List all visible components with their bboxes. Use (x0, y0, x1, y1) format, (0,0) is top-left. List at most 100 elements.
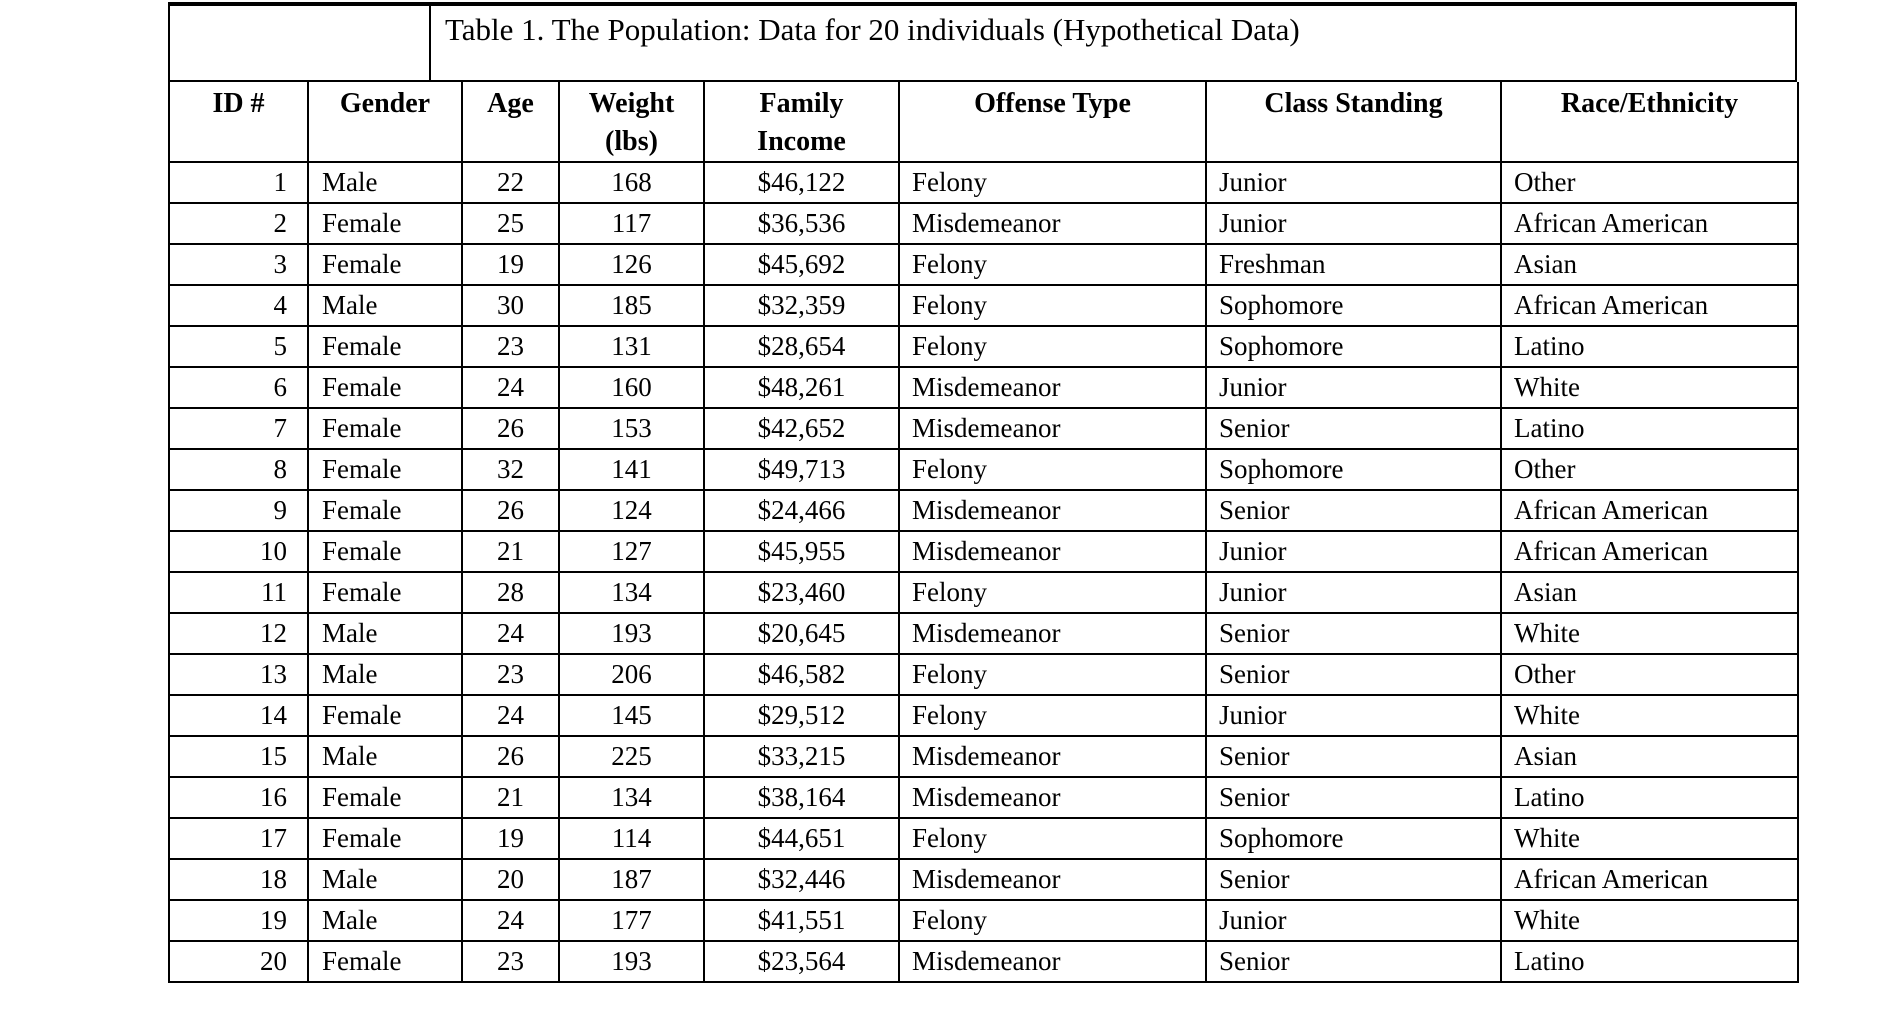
cell-weight: 153 (558, 407, 705, 450)
cell-age: 28 (461, 571, 560, 614)
cell-gender: Female (307, 448, 463, 491)
cell-gender: Male (307, 284, 463, 327)
cell-offense: Felony (898, 899, 1207, 942)
cell-class: Junior (1205, 161, 1502, 204)
cell-gender: Male (307, 899, 463, 942)
cell-gender: Male (307, 161, 463, 204)
cell-income: $29,512 (703, 694, 900, 737)
cell-gender: Male (307, 858, 463, 901)
table-title-row: Table 1. The Population: Data for 20 ind… (168, 2, 1797, 82)
cell-weight: 225 (558, 735, 705, 778)
cell-race: African American (1500, 489, 1799, 532)
cell-offense: Misdemeanor (898, 940, 1207, 983)
cell-offense: Misdemeanor (898, 735, 1207, 778)
cell-offense: Felony (898, 161, 1207, 204)
cell-age: 20 (461, 858, 560, 901)
cell-age: 30 (461, 284, 560, 327)
cell-class: Senior (1205, 612, 1502, 655)
cell-gender: Female (307, 530, 463, 573)
cell-weight: 145 (558, 694, 705, 737)
cell-gender: Female (307, 694, 463, 737)
cell-income: $49,713 (703, 448, 900, 491)
cell-id: 7 (168, 407, 309, 450)
cell-class: Junior (1205, 202, 1502, 245)
cell-age: 24 (461, 366, 560, 409)
cell-age: 22 (461, 161, 560, 204)
cell-race: African American (1500, 202, 1799, 245)
cell-race: Latino (1500, 776, 1799, 819)
cell-gender: Male (307, 612, 463, 655)
cell-id: 19 (168, 899, 309, 942)
header-id: ID # (168, 82, 309, 163)
cell-offense: Felony (898, 243, 1207, 286)
cell-id: 5 (168, 325, 309, 368)
cell-income: $23,460 (703, 571, 900, 614)
cell-weight: 187 (558, 858, 705, 901)
cell-weight: 134 (558, 571, 705, 614)
cell-offense: Misdemeanor (898, 366, 1207, 409)
cell-class: Senior (1205, 653, 1502, 696)
cell-offense: Felony (898, 284, 1207, 327)
table-row: 8 Female 32 141 $49,713 Felony Sophomore Other (168, 448, 1799, 491)
table-title: Table 1. The Population: Data for 20 ind… (445, 12, 1300, 47)
cell-income: $36,536 (703, 202, 900, 245)
cell-id: 11 (168, 571, 309, 614)
cell-weight: 177 (558, 899, 705, 942)
cell-id: 2 (168, 202, 309, 245)
cell-id: 14 (168, 694, 309, 737)
table-row: 14 Female 24 145 $29,512 Felony Junior White (168, 694, 1799, 737)
table-row: 5 Female 23 131 $28,654 Felony Sophomore Latino (168, 325, 1799, 368)
cell-class: Junior (1205, 571, 1502, 614)
cell-id: 18 (168, 858, 309, 901)
header-income: Family Income (703, 82, 900, 163)
table-row: 17 Female 19 114 $44,651 Felony Sophomore White (168, 817, 1799, 860)
cell-race: Asian (1500, 735, 1799, 778)
header-class: Class Standing (1205, 82, 1502, 163)
cell-offense: Felony (898, 448, 1207, 491)
table-row: 9 Female 26 124 $24,466 Misdemeanor Senior Afri… (168, 489, 1799, 532)
table-row: 15 Male 26 225 $33,215 Misdemeanor Senior Asian (168, 735, 1799, 778)
cell-class: Senior (1205, 776, 1502, 819)
cell-offense: Misdemeanor (898, 858, 1207, 901)
cell-gender: Female (307, 366, 463, 409)
cell-income: $32,446 (703, 858, 900, 901)
cell-id: 9 (168, 489, 309, 532)
table-row: 4 Male 30 185 $32,359 Felony Sophomore African … (168, 284, 1799, 327)
cell-offense: Misdemeanor (898, 530, 1207, 573)
cell-id: 10 (168, 530, 309, 573)
cell-weight: 193 (558, 612, 705, 655)
cell-offense: Felony (898, 325, 1207, 368)
cell-class: Sophomore (1205, 325, 1502, 368)
cell-class: Senior (1205, 407, 1502, 450)
cell-weight: 131 (558, 325, 705, 368)
cell-weight: 127 (558, 530, 705, 573)
cell-gender: Male (307, 653, 463, 696)
cell-offense: Felony (898, 571, 1207, 614)
table-row: 13 Male 23 206 $46,582 Felony Senior Other (168, 653, 1799, 696)
cell-gender: Female (307, 325, 463, 368)
cell-offense: Felony (898, 817, 1207, 860)
cell-gender: Female (307, 202, 463, 245)
cell-race: White (1500, 694, 1799, 737)
cell-gender: Female (307, 571, 463, 614)
cell-class: Sophomore (1205, 817, 1502, 860)
cell-class: Junior (1205, 899, 1502, 942)
cell-class: Sophomore (1205, 284, 1502, 327)
header-row: ID # Gender Age Weight (lbs) Family Inco… (168, 82, 1799, 163)
cell-gender: Female (307, 776, 463, 819)
cell-weight: 141 (558, 448, 705, 491)
cell-id: 1 (168, 161, 309, 204)
cell-offense: Misdemeanor (898, 407, 1207, 450)
cell-id: 16 (168, 776, 309, 819)
cell-id: 13 (168, 653, 309, 696)
cell-class: Senior (1205, 489, 1502, 532)
table-row: 2 Female 25 117 $36,536 Misdemeanor Junior Afri… (168, 202, 1799, 245)
cell-age: 21 (461, 776, 560, 819)
cell-race: Asian (1500, 243, 1799, 286)
cell-weight: 168 (558, 161, 705, 204)
header-gender: Gender (307, 82, 463, 163)
population-table: Table 1. The Population: Data for 20 ind… (168, 2, 1799, 983)
cell-gender: Female (307, 489, 463, 532)
cell-income: $32,359 (703, 284, 900, 327)
cell-offense: Misdemeanor (898, 489, 1207, 532)
